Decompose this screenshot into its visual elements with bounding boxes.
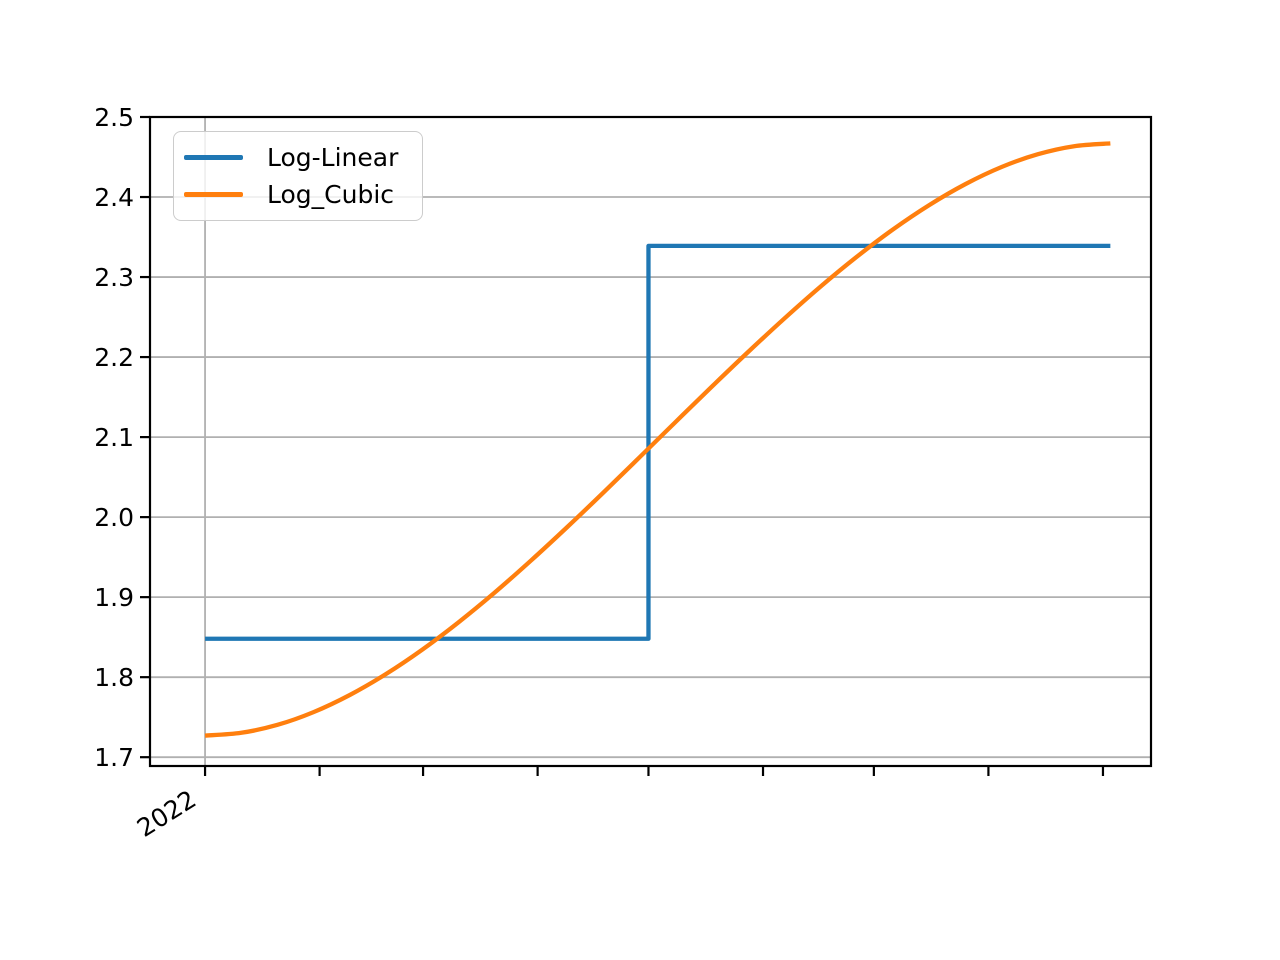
y-tick-label: 2.0: [94, 503, 134, 532]
plot-border: [148, 115, 1153, 768]
y-tick-label: 1.8: [94, 663, 134, 692]
y-tick-label: 1.7: [94, 743, 134, 772]
y-tick-label: 1.9: [94, 583, 134, 612]
legend-item-log-cubic: Log_Cubic: [184, 181, 414, 209]
y-tick-label: 2.4: [94, 183, 134, 212]
y-tick-label: 2.3: [94, 263, 134, 292]
y-tick-label: 2.2: [94, 343, 134, 372]
x-tick-label: 2022: [132, 784, 201, 842]
legend: Log-Linear Log_Cubic: [173, 131, 423, 221]
legend-label-log-linear: Log-Linear: [267, 142, 399, 172]
series-log-cubic: [204, 141, 1111, 738]
y-tick-label: 2.1: [94, 423, 134, 452]
legend-line-sample-orange: [184, 192, 243, 197]
y-tick-label: 2.5: [94, 103, 134, 132]
series-log-linear: [205, 243, 1111, 641]
legend-label-log-cubic: Log_Cubic: [267, 179, 395, 209]
legend-line-sample-blue: [184, 155, 243, 160]
legend-item-log-linear: Log-Linear: [184, 144, 414, 172]
